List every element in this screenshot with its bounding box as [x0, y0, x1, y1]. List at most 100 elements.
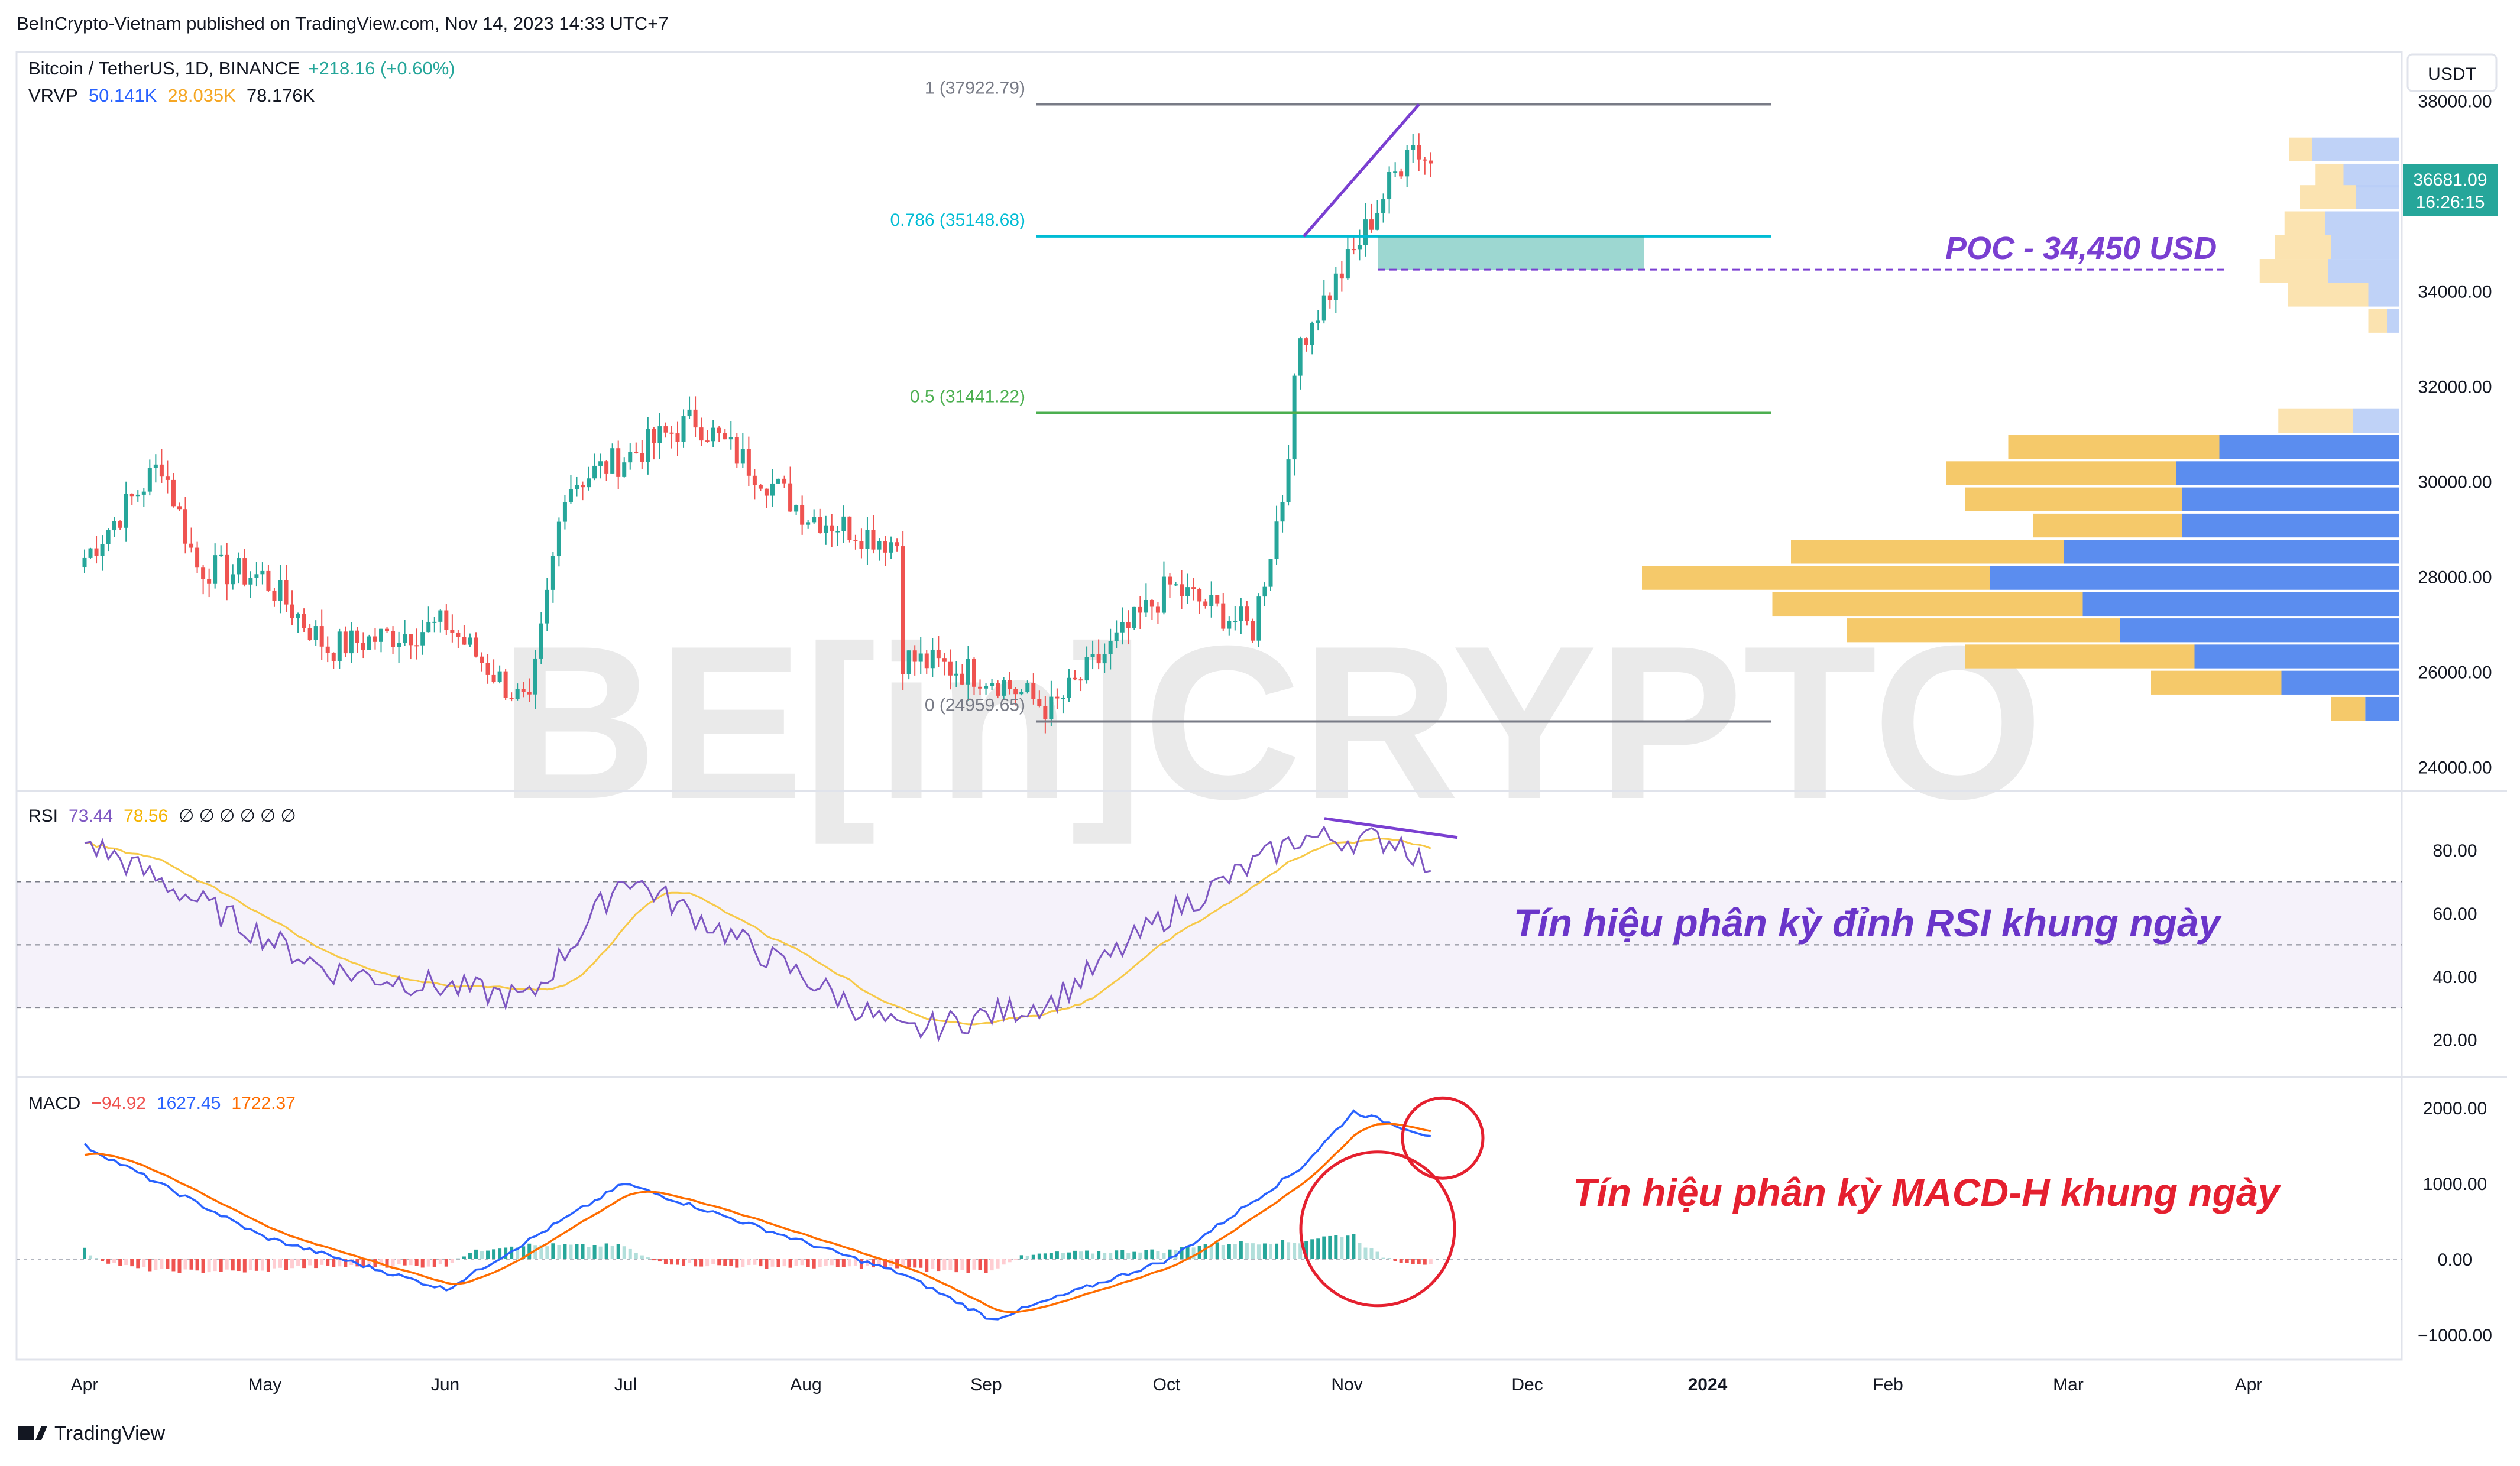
- macd-signal-line: [84, 1123, 1431, 1313]
- candle-body: [112, 521, 116, 531]
- fib-level-label: 0.786 (35148.68): [890, 210, 1025, 230]
- macd-histogram-bar: [1405, 1259, 1409, 1263]
- vrvp-legend[interactable]: VRVP 50.141K 28.035K 78.176K: [28, 85, 315, 106]
- volume-profile-bar-b: [1772, 592, 2083, 617]
- candle-body: [681, 416, 686, 442]
- macd-histogram-bar: [420, 1259, 425, 1268]
- macd-histogram-bar: [213, 1259, 217, 1272]
- macd-histogram-bar: [397, 1259, 401, 1264]
- macd-axis-tick: 2000.00: [2423, 1099, 2487, 1118]
- macd-histogram-bar: [1209, 1244, 1213, 1259]
- candle-body: [1304, 338, 1308, 345]
- candle-body: [302, 614, 306, 628]
- macd-histogram-bar: [468, 1253, 472, 1259]
- macd-histogram-bar: [747, 1259, 751, 1266]
- macd-histogram-bar: [1340, 1237, 1344, 1259]
- candle-body: [1108, 641, 1113, 655]
- candle-body: [272, 590, 277, 601]
- macd-legend[interactable]: MACD −94.92 1627.45 1722.37: [28, 1094, 296, 1113]
- candle-body: [770, 483, 775, 496]
- macd-histogram-bar: [1144, 1250, 1148, 1259]
- rsi-legend[interactable]: RSI 73.44 78.56 ∅ ∅ ∅ ∅ ∅ ∅: [28, 806, 296, 826]
- macd-histogram-bar: [237, 1259, 241, 1272]
- change-value: +218.16 (+0.60%): [308, 58, 455, 79]
- candle-body: [776, 478, 781, 484]
- volume-profile-bar-b: [1965, 487, 2182, 511]
- fib-level-label: 0 (24959.65): [925, 695, 1025, 715]
- macd-histogram-bar: [403, 1259, 407, 1266]
- candle-body: [1215, 595, 1220, 604]
- candle-body: [325, 646, 330, 653]
- macd-histogram-bar: [1293, 1243, 1297, 1259]
- candle-body: [942, 658, 947, 662]
- macd-histogram-bar: [592, 1245, 597, 1259]
- macd-histogram-bar: [770, 1259, 775, 1267]
- candle-body: [1387, 171, 1392, 200]
- candle-body: [195, 547, 200, 568]
- candle-body: [1227, 621, 1232, 629]
- macd-histogram-bar: [1043, 1253, 1047, 1259]
- candle-body: [296, 614, 300, 618]
- volume-profile-bar-b: [1642, 566, 1990, 590]
- candle-body: [930, 649, 935, 669]
- macd-histogram-bar: [1025, 1255, 1029, 1259]
- price-axis-tick: 34000.00: [2418, 282, 2492, 301]
- volume-profile-bar-a: [2176, 461, 2399, 485]
- macd-histogram-bar: [830, 1259, 834, 1266]
- volume-profile-bar-a: [2064, 540, 2399, 564]
- candle-body: [94, 548, 99, 556]
- macd-histogram-bar: [1091, 1253, 1095, 1259]
- candle-body: [740, 449, 745, 464]
- candle-body: [912, 650, 917, 662]
- macd-histogram-bar: [1037, 1253, 1041, 1259]
- macd-histogram-bar: [1304, 1241, 1308, 1259]
- volume-profile-bar-a: [2082, 592, 2399, 617]
- symbol-title[interactable]: Bitcoin / TetherUS, 1D, BINANCE +218.16 (…: [28, 58, 455, 79]
- last-price-tag: 36681.09 16:26:15: [2403, 164, 2498, 216]
- macd-histogram-bar: [723, 1259, 727, 1266]
- time-axis-label: Jun: [431, 1375, 459, 1394]
- rsi-moving-average: [84, 837, 1431, 1026]
- candle-body: [183, 509, 188, 544]
- candle-body: [574, 485, 579, 489]
- macd-histogram-bar: [1387, 1258, 1391, 1259]
- macd-histogram-bar: [1203, 1244, 1207, 1259]
- candle-body: [1333, 273, 1338, 300]
- candle-body: [640, 453, 644, 462]
- macd-histogram-bar: [177, 1259, 182, 1273]
- candle-body: [788, 483, 793, 512]
- volume-profile-bar-b: [2300, 185, 2356, 209]
- volume-profile-bar-b: [2289, 137, 2312, 161]
- macd-histogram-bar: [124, 1259, 128, 1266]
- macd-histogram-bar: [1073, 1250, 1077, 1259]
- rsi-axis-tick: 80.00: [2432, 841, 2477, 861]
- macd-histogram-bar: [1239, 1241, 1243, 1259]
- macd-histogram-bar: [498, 1248, 502, 1259]
- currency-button[interactable]: [2406, 53, 2498, 92]
- macd-histogram-bar: [1298, 1243, 1303, 1259]
- bar-countdown: 16:26:15: [2416, 193, 2485, 212]
- macd-histogram-bar: [1168, 1249, 1172, 1259]
- macd-histogram-bar: [782, 1259, 786, 1267]
- macd-histogram-value: −94.92: [91, 1094, 146, 1113]
- macd-histogram-bar: [800, 1259, 804, 1266]
- candle-body: [379, 628, 383, 642]
- volume-profile-bar-b: [1965, 644, 2195, 669]
- candle-body: [847, 516, 852, 540]
- macd-histogram-bar: [1049, 1253, 1053, 1259]
- tradingview-logo[interactable]: TradingView: [18, 1422, 166, 1445]
- macd-histogram-bar: [432, 1259, 436, 1267]
- candle-body: [438, 610, 443, 622]
- macd-histogram-bar: [83, 1247, 86, 1259]
- candle-body: [361, 643, 365, 650]
- candle-body: [1262, 586, 1267, 597]
- candle-body: [1286, 459, 1291, 502]
- macd-histogram-bar: [604, 1243, 608, 1259]
- candle-body: [509, 698, 514, 699]
- volume-profile-bar-b: [2033, 513, 2182, 538]
- time-axis-label: Oct: [1153, 1375, 1181, 1394]
- candle-body: [924, 653, 929, 669]
- macd-histogram-bar: [634, 1253, 638, 1259]
- price-axis-tick: 28000.00: [2418, 568, 2492, 588]
- candle-body: [906, 650, 911, 674]
